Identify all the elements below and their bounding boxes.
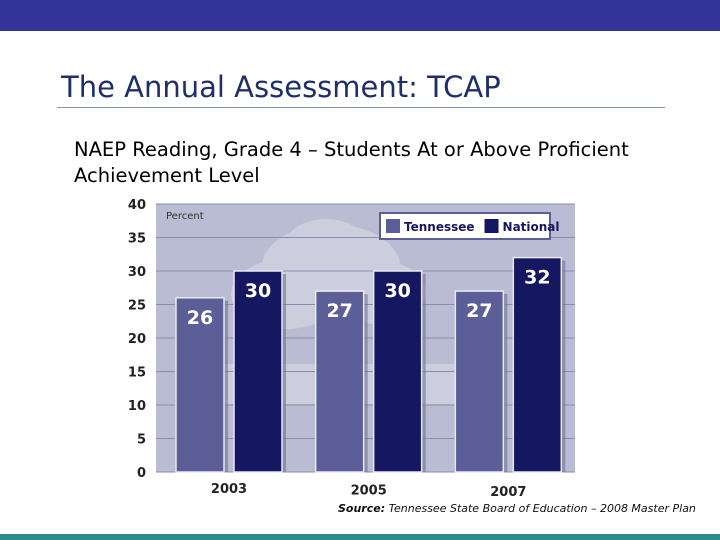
- y-tick-label: 20: [128, 332, 146, 347]
- bar-national-2007: [512, 256, 563, 473]
- y-tick-label: 15: [128, 366, 146, 381]
- legend: Tennessee National: [379, 212, 560, 240]
- y-axis-ticks: 0 5 10 15 20 25 30 35 40: [128, 198, 146, 481]
- legend-box: [379, 212, 551, 240]
- bar-tennessee-2003: [175, 297, 225, 473]
- bars: 26 30 27 30 27 32: [175, 256, 566, 473]
- x-tick-label: 2003: [211, 482, 247, 497]
- bar-tennessee-2005: [314, 290, 365, 473]
- title-underline: [57, 107, 665, 108]
- legend-label: National: [503, 220, 560, 234]
- source-text: Tennessee State Board of Education – 200…: [388, 502, 696, 515]
- x-tick-label: 2005: [351, 484, 387, 499]
- bar-chart: 0 5 10 15 20 25 30 35 40 Percent 26 30 27 30 27 32 20…: [128, 198, 575, 500]
- legend-swatch: [484, 219, 499, 233]
- source-label: Source:: [338, 502, 386, 515]
- bar-tennessee-2007: [454, 290, 505, 473]
- bar-value-label: 32: [524, 267, 550, 289]
- y-tick-label: 30: [128, 265, 146, 280]
- legend-swatch: [386, 219, 400, 233]
- y-tick-label: 40: [128, 198, 146, 213]
- y-tick-label: 25: [128, 299, 146, 314]
- x-tick-label: 2007: [490, 485, 526, 500]
- bar-value-label: 26: [187, 307, 213, 329]
- x-axis-ticks: 2003 2005 2007: [211, 482, 527, 500]
- source-note: Source: Tennessee State Board of Educati…: [338, 502, 696, 515]
- y-axis-label: Percent: [166, 211, 204, 222]
- bar-value-label: 30: [245, 280, 271, 302]
- footer-bar: [0, 534, 720, 540]
- bar-value-label: 27: [466, 300, 492, 322]
- legend-label: Tennessee: [404, 220, 475, 234]
- bar-value-label: 27: [326, 300, 352, 322]
- y-tick-label: 35: [128, 232, 146, 247]
- y-tick-label: 0: [137, 466, 146, 481]
- y-tick-label: 10: [128, 399, 146, 414]
- chart-subtitle: NAEP Reading, Grade 4 – Students At or A…: [74, 138, 629, 187]
- y-tick-label: 5: [137, 433, 146, 448]
- slide-title: The Annual Assessment: TCAP: [61, 70, 501, 104]
- header-bar: [0, 0, 720, 31]
- bar-national-2003: [233, 270, 283, 473]
- bar-national-2005: [372, 270, 423, 473]
- bar-value-label: 30: [384, 280, 410, 302]
